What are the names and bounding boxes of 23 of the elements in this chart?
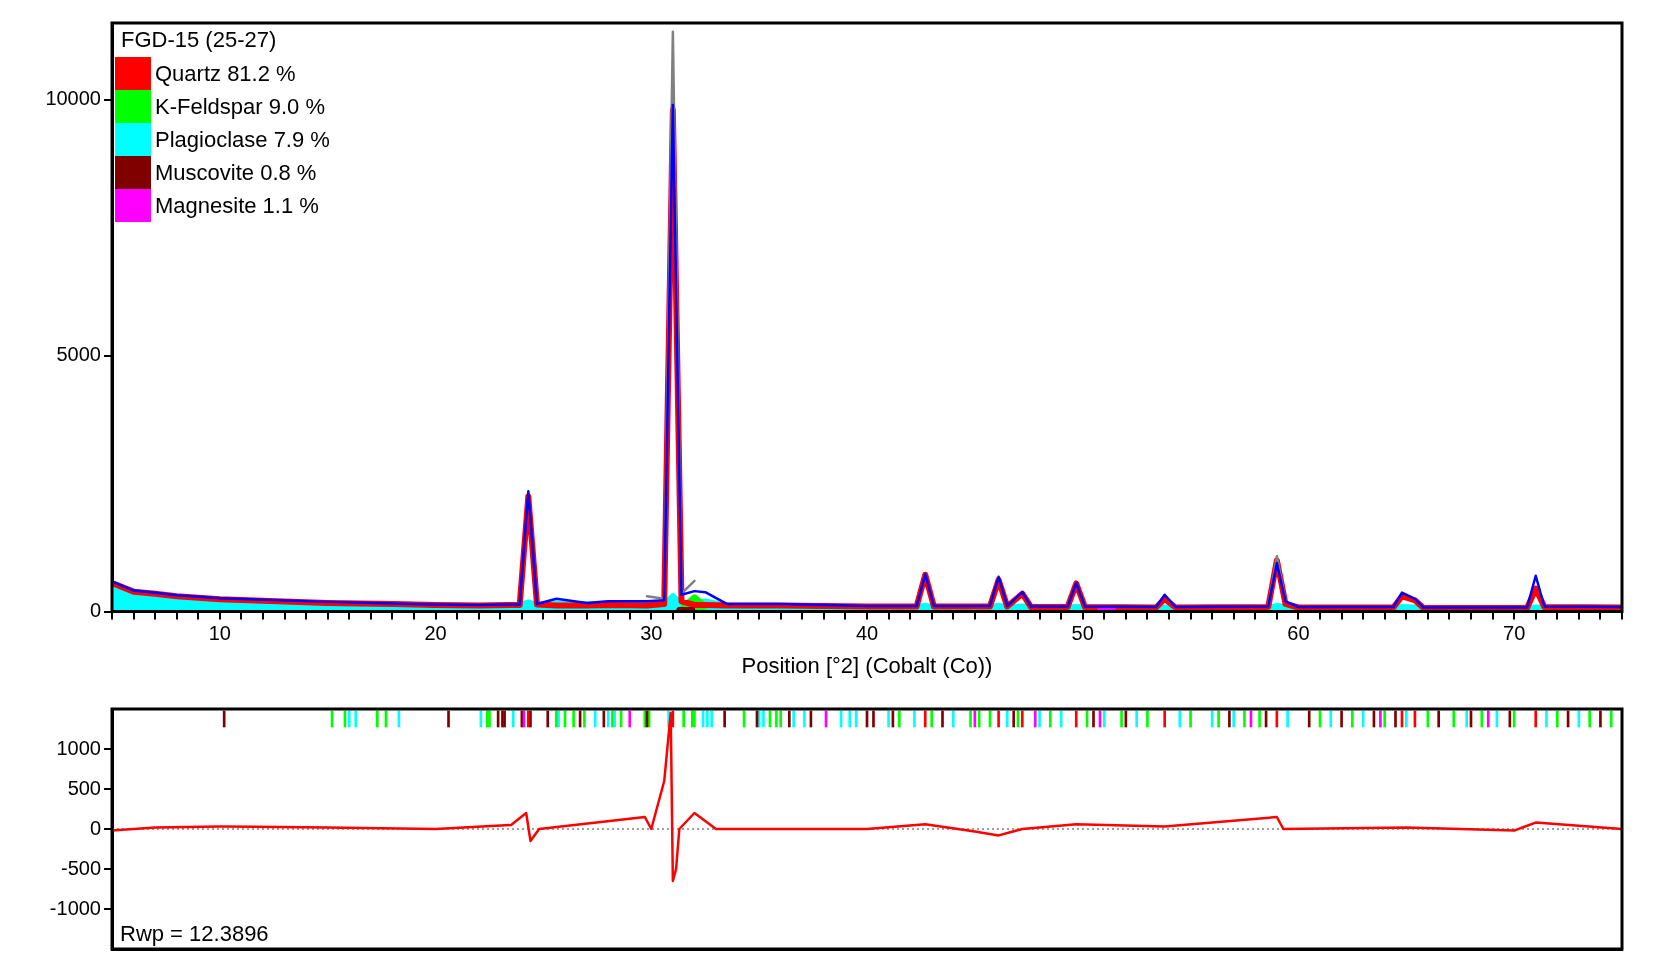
y-tick-label: -500 [60,856,101,879]
x-tick-label: 20 [424,622,447,645]
y-tick-label: 5000 [56,343,101,366]
y-tick-label: 10000 [45,87,101,110]
y-tick-label: 500 [67,776,101,799]
y-tick-label: -1000 [49,896,101,919]
x-tick-label: 60 [1287,622,1310,645]
y-tick-label: 0 [89,599,101,622]
legend-label: Plagioclase 7.9 % [155,126,330,152]
legend-label: Muscovite 0.8 % [155,159,317,185]
x-axis-title: Position [°2] (Cobalt (Co)) [741,652,993,678]
legend-label: Quartz 81.2 % [155,60,296,86]
annotation: Rwp = 12.3896 [120,921,269,946]
x-tick-label: 10 [208,622,231,645]
legend-title: FGD-15 (25-27) [121,27,277,53]
legend-label: Magnesite 1.1 % [155,192,319,218]
x-tick-label: 70 [1503,622,1526,645]
x-tick-label: 50 [1071,622,1094,645]
x-tick-label: 30 [640,622,663,645]
legend-label: K-Feldspar 9.0 % [155,93,325,119]
x-tick-label: 40 [855,622,879,645]
y-tick-label: 1000 [56,736,101,759]
y-tick-label: 0 [89,816,101,839]
